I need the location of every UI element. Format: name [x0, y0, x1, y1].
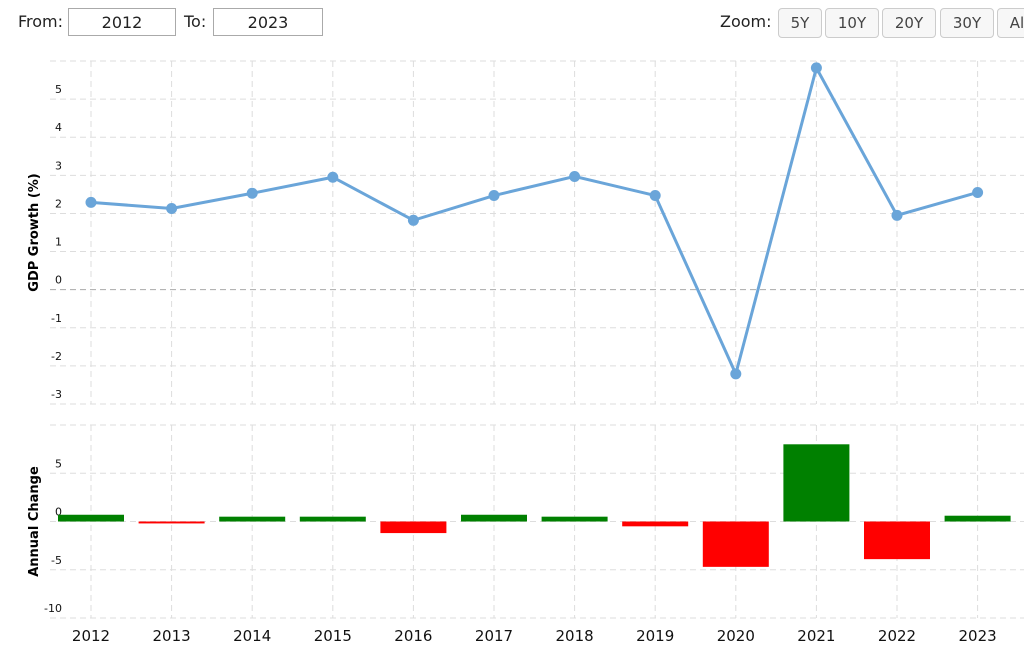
x-tick-label: 2013 — [153, 627, 191, 645]
bar — [380, 521, 447, 534]
zoom-button[interactable]: 20Y — [882, 8, 936, 38]
x-tick-label: 2014 — [233, 627, 271, 645]
y-tick-label: 2 — [55, 197, 62, 210]
y-tick-label: 1 — [55, 236, 62, 249]
x-tick-label: 2020 — [717, 627, 755, 645]
y-tick-label: 5 — [55, 83, 62, 96]
bar — [219, 516, 286, 522]
x-tick-label: 2015 — [314, 627, 352, 645]
from-input[interactable]: 2012 — [68, 8, 176, 36]
y-tick-label: -5 — [51, 554, 62, 567]
point — [972, 186, 984, 198]
y-tick-label: -1 — [51, 312, 62, 325]
zoom-button[interactable]: 5Y — [778, 8, 822, 38]
bar — [541, 516, 608, 522]
x-tick-label: 2022 — [878, 627, 916, 645]
bar — [944, 515, 1011, 522]
point — [327, 171, 339, 183]
bar — [461, 514, 527, 522]
point — [569, 170, 581, 182]
zoom-button[interactable]: Al — [997, 8, 1024, 38]
point — [891, 209, 903, 221]
bar — [702, 521, 769, 567]
y-tick-label: 0 — [55, 274, 62, 287]
point — [810, 62, 822, 74]
y-axis-label: Annual Change — [27, 466, 42, 577]
zoom-button[interactable]: 10Y — [825, 8, 879, 38]
x-tick-label: 2017 — [475, 627, 513, 645]
line — [90, 63, 979, 379]
zoom-button[interactable]: 30Y — [940, 8, 994, 38]
x-tick-label: 2018 — [556, 627, 594, 645]
x-tick-label: 2019 — [636, 627, 674, 645]
x-tick-label: 2021 — [797, 627, 835, 645]
point — [85, 196, 97, 208]
zoom-label: Zoom: — [720, 12, 772, 31]
y-tick-label: -3 — [51, 388, 62, 401]
bar — [622, 521, 689, 527]
bar — [138, 521, 205, 524]
x-tick-label: 2012 — [72, 627, 110, 645]
y-tick-label: 3 — [55, 159, 62, 172]
y-axis-label: GDP Growth (%) — [27, 173, 42, 291]
point — [246, 187, 258, 199]
point — [166, 202, 178, 214]
point — [730, 368, 742, 380]
point — [407, 214, 419, 226]
bar — [864, 521, 930, 560]
x-tick-label: 2023 — [959, 627, 997, 645]
point — [488, 190, 500, 202]
y-tick-label: 5 — [55, 457, 62, 470]
y-tick-label: -2 — [51, 350, 62, 363]
to-input[interactable]: 2023 — [213, 8, 323, 36]
y-tick-label: 4 — [55, 121, 62, 134]
y-tick-label: -10 — [44, 602, 62, 615]
from-label: From: — [18, 12, 64, 31]
x-tick-label: 2016 — [394, 627, 432, 645]
y-tick-label: 0 — [55, 506, 62, 519]
bar — [299, 516, 366, 522]
bar — [783, 444, 850, 522]
bar — [58, 514, 124, 522]
point — [649, 190, 661, 202]
to-label: To: — [184, 12, 207, 31]
